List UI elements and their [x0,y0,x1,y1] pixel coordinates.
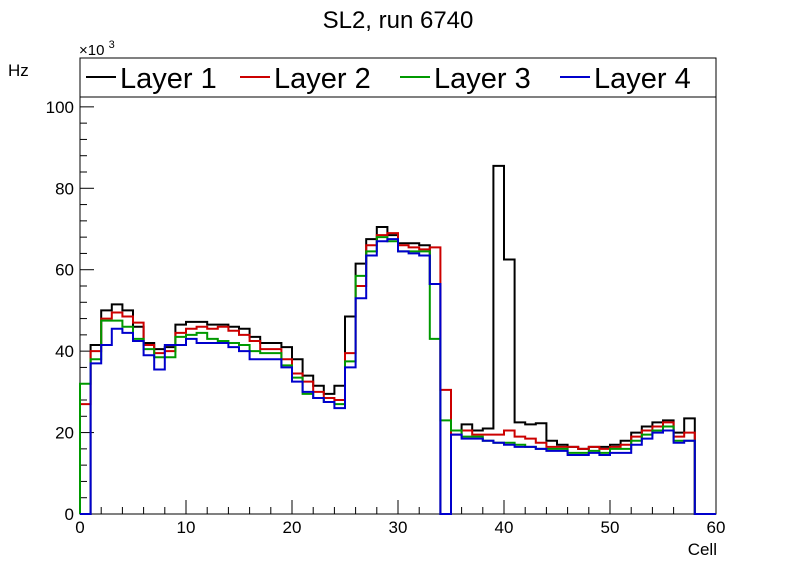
legend-label-layer-3: Layer 3 [434,63,531,95]
y-tick-label: 20 [55,424,74,443]
series-line-layer-4 [80,238,716,515]
x-tick-label: 10 [177,518,196,537]
y-tick-label: 60 [55,261,74,280]
y-multiplier-exponent: 3 [109,39,115,51]
legend-label-layer-2: Layer 2 [274,63,371,95]
y-tick-label: 0 [65,505,74,524]
legend-entries: Layer 1 Layer 2 Layer 3 Layer 4 [86,63,691,95]
x-tick-label: 60 [707,518,726,537]
series-line-layer-3 [79,236,716,515]
axes: 0 10 20 30 40 50 60 0 20 40 60 80 100 [46,57,726,537]
y-tick-label: 40 [55,342,74,361]
x-axis-label: Cell [688,540,717,559]
x-tick-label: 20 [283,518,302,537]
y-tick-label: 100 [46,98,74,117]
x-tick-label: 50 [601,518,620,537]
y-multiplier: ×10 3 [79,39,115,59]
y-multiplier-base: ×10 [79,42,104,59]
y-tick-label: 80 [55,179,74,198]
y-axis-label: Hz [8,61,29,80]
legend-label-layer-4: Layer 4 [594,63,691,95]
legend-box [79,57,717,98]
x-tick-label: 0 [75,518,84,537]
x-tick-label: 40 [495,518,514,537]
legend: Layer 1 Layer 2 Layer 3 Layer 4 [79,57,717,98]
series-layer [79,164,716,515]
x-tick-label: 30 [389,518,408,537]
chart-title: SL2, run 6740 [323,7,474,34]
legend-label-layer-1: Layer 1 [120,63,217,95]
series-line-layer-2 [79,232,716,515]
